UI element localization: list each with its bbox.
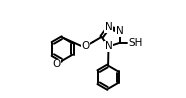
Text: O: O xyxy=(52,59,60,69)
Text: N: N xyxy=(105,22,112,32)
Text: N: N xyxy=(105,41,112,51)
Text: N: N xyxy=(116,26,124,36)
Text: SH: SH xyxy=(129,38,143,48)
Text: O: O xyxy=(81,41,89,51)
